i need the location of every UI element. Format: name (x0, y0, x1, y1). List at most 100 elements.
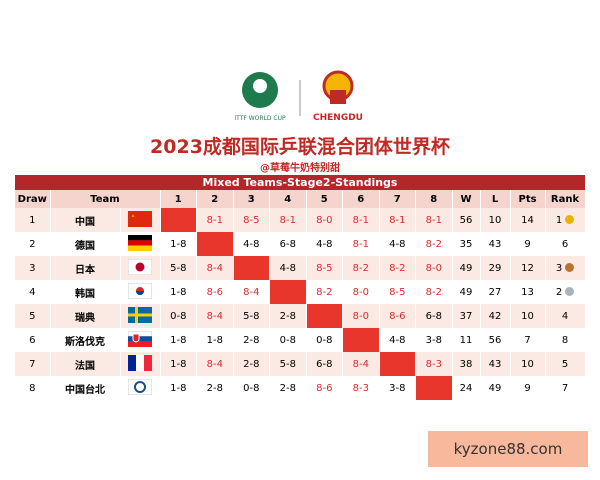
cell: 1-8 (160, 328, 198, 352)
column-header: L (480, 190, 511, 208)
cell: 韩国 (50, 280, 121, 304)
logo-text: ITTF WORLD CUP (234, 115, 286, 122)
diagonal-cell (196, 232, 234, 256)
cell: 1-8 (160, 352, 198, 376)
cell: 4 (545, 304, 586, 328)
column-header: 1 (160, 190, 198, 208)
cell: 1-8 (160, 376, 198, 400)
cell: 8-3 (415, 352, 453, 376)
medal-icon (565, 263, 575, 272)
flag-icon (127, 282, 153, 299)
column-header: 2 (196, 190, 234, 208)
cell: 1-8 (196, 328, 234, 352)
cell: 49 (452, 256, 481, 280)
column-header: 6 (342, 190, 380, 208)
cell: 8-3 (342, 376, 380, 400)
cell: 5-8 (160, 256, 198, 280)
table-row: 7 法国 1-8 8-4 2-8 5-8 6-8 8-4 8-3 38 43 10 5 (15, 352, 586, 376)
cell: 8-2 (342, 256, 380, 280)
cell: 38 (452, 352, 481, 376)
flag (120, 352, 161, 376)
cell: 5-8 (269, 352, 307, 376)
cell: 4-8 (306, 232, 344, 256)
cell: 12 (510, 256, 546, 280)
cell: 8 (15, 376, 51, 400)
diagonal-cell (379, 352, 417, 376)
cell: 8-1 (342, 208, 380, 232)
cell: 8-1 (196, 208, 234, 232)
diagonal-cell (342, 328, 380, 352)
cell: 2-8 (233, 352, 271, 376)
cell: 斯洛伐克 (50, 328, 121, 352)
logo-text: CHENGDU (313, 113, 363, 123)
column-header: Team (50, 190, 161, 208)
cell: 5 (15, 304, 51, 328)
flag-icon (127, 258, 153, 275)
cell: 8-1 (415, 208, 453, 232)
cell: 29 (480, 256, 511, 280)
cell: 8-5 (379, 280, 417, 304)
cell: 5-8 (233, 304, 271, 328)
cell: 6 (15, 328, 51, 352)
cell: 8-5 (306, 256, 344, 280)
cell: 2 (15, 232, 51, 256)
column-header: Draw (15, 190, 51, 208)
cell: 8-6 (379, 304, 417, 328)
cell: 1-8 (160, 280, 198, 304)
cell: 2-8 (269, 304, 307, 328)
flag-icon (128, 306, 152, 323)
cell: 10 (510, 352, 546, 376)
flag (120, 376, 161, 400)
flag (120, 304, 161, 328)
diagonal-cell (269, 280, 307, 304)
medal-icon (565, 287, 575, 296)
flag (120, 280, 161, 304)
cell: 2-8 (196, 376, 234, 400)
cell: 2 (545, 280, 586, 304)
cell: 9 (510, 232, 546, 256)
column-header: Rank (545, 190, 586, 208)
flag (120, 208, 161, 232)
cell: 8 (545, 328, 586, 352)
cell: 8-2 (379, 256, 417, 280)
cell: 7 (510, 328, 546, 352)
table-title: Mixed Teams-Stage2-Standings (15, 175, 585, 190)
cell: 法国 (50, 352, 121, 376)
column-header: 3 (233, 190, 271, 208)
cell: 8-1 (342, 232, 380, 256)
cell: 8-4 (233, 280, 271, 304)
column-header: 7 (379, 190, 417, 208)
cell: 6-8 (415, 304, 453, 328)
flag-icon (128, 354, 152, 371)
cell: 43 (480, 352, 511, 376)
column-header: Pts (510, 190, 546, 208)
cell: 4-8 (379, 232, 417, 256)
table-row: 4 韩国 1-8 8-6 8-4 8-2 8-0 8-5 8-2 49 27 13 2 (15, 280, 586, 304)
column-header: 5 (306, 190, 344, 208)
diagonal-cell (160, 208, 198, 232)
flag (120, 256, 161, 280)
cell: 8-0 (306, 208, 344, 232)
cell: 瑞典 (50, 304, 121, 328)
cell: 13 (510, 280, 546, 304)
cell: 6 (545, 232, 586, 256)
diagonal-cell (233, 256, 271, 280)
cell: 10 (480, 208, 511, 232)
cell: 9 (510, 376, 546, 400)
column-header: 8 (415, 190, 453, 208)
cell: 8-1 (269, 208, 307, 232)
standings-table: Draw Team 1 2 3 4 5 6 7 8 W L Pts Rank 1 中国 8-1 8-5 8-1 8-0… (15, 190, 586, 400)
cell: 4 (15, 280, 51, 304)
flag-icon (127, 330, 153, 347)
cell: 49 (452, 280, 481, 304)
cell: 6-8 (269, 232, 307, 256)
table-row: 5 瑞典 0-8 8-4 5-8 2-8 8-0 8-6 6-8 37 42 10 4 (15, 304, 586, 328)
cell: 8-2 (306, 280, 344, 304)
cell: 27 (480, 280, 511, 304)
table-row: 6 斯洛伐克 1-8 1-8 2-8 0-8 0-8 4-8 3-8 11 56 7 8 (15, 328, 586, 352)
cell: 8-2 (415, 232, 453, 256)
cell: 日本 (50, 256, 121, 280)
header-row: Draw Team 1 2 3 4 5 6 7 8 W L Pts Rank (15, 190, 586, 208)
cell: 4-8 (233, 232, 271, 256)
